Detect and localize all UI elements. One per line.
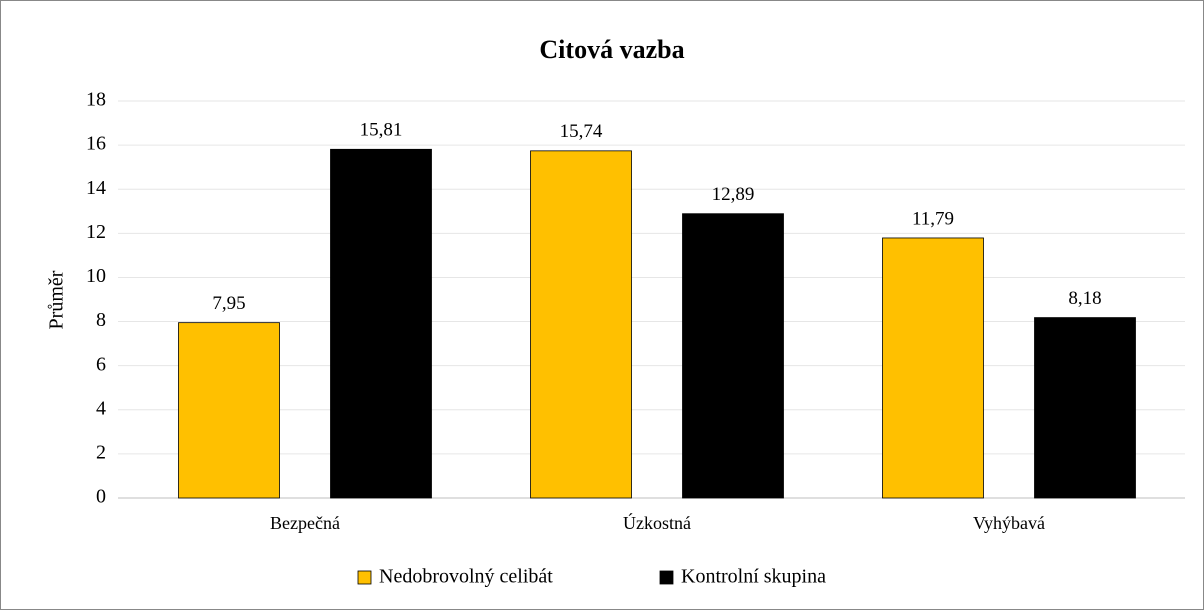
y-tick-label: 14 [86, 177, 106, 199]
y-tick-label: 10 [86, 265, 106, 287]
bar [530, 150, 632, 499]
y-tick-label: 16 [86, 133, 106, 155]
y-tick-label: 4 [96, 397, 106, 419]
y-tick-label: 8 [96, 309, 106, 331]
x-tick-label: Vyhýbavá [973, 513, 1045, 533]
y-tick-label: 2 [96, 441, 106, 463]
y-tick-label: 6 [96, 353, 106, 375]
x-tick-label: Bezpečná [270, 513, 340, 533]
legend-label: Nedobrovolný celibát [379, 566, 553, 588]
y-tick-label: 18 [86, 89, 106, 111]
data-label: 8,18 [1068, 288, 1101, 309]
bar [682, 213, 784, 499]
data-label: 11,79 [912, 208, 954, 229]
bar [330, 148, 432, 499]
data-label: 7,95 [212, 293, 245, 314]
legend-label: Kontrolní skupina [681, 566, 826, 588]
y-tick-label: 0 [96, 486, 106, 508]
legend-swatch [659, 570, 674, 585]
y-tick-label: 12 [86, 221, 106, 243]
chart-title: Citová vazba [539, 35, 684, 64]
data-label: 15,81 [360, 120, 403, 141]
bar [178, 322, 280, 499]
legend-swatch [357, 570, 372, 585]
x-tick-label: Úzkostná [623, 512, 691, 533]
data-label: 12,89 [712, 184, 755, 205]
bar [882, 237, 984, 499]
data-label: 15,74 [560, 121, 603, 142]
bar [1034, 317, 1136, 499]
y-axis-label: Průměr [46, 270, 68, 329]
